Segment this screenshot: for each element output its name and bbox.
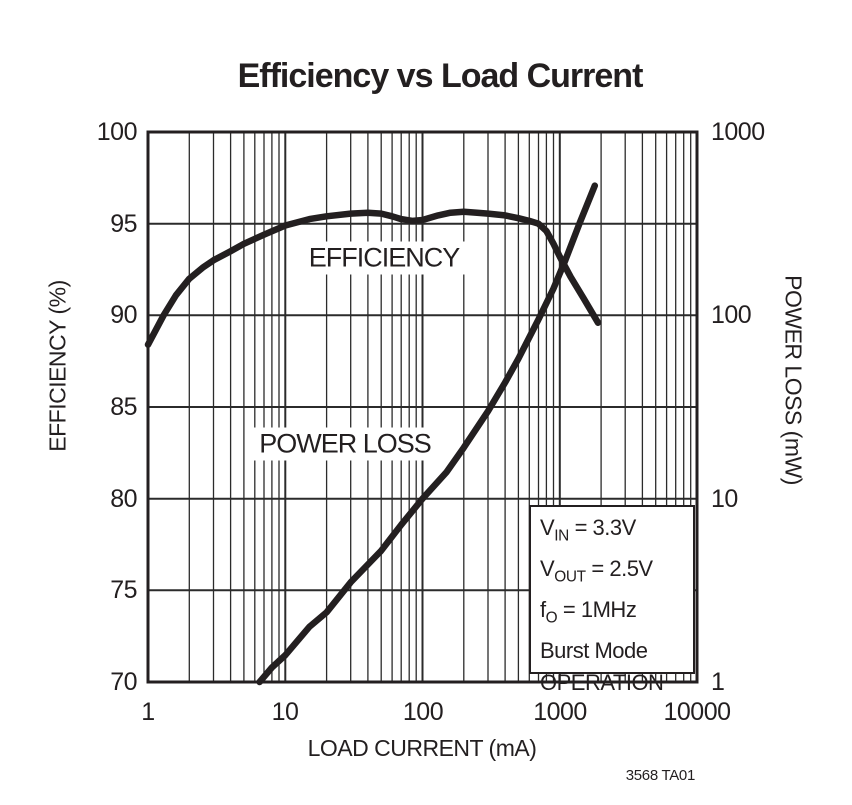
plot-border xyxy=(146,130,699,684)
y-right-tick-label: 1 xyxy=(711,668,725,696)
chart-title: Efficiency vs Load Current xyxy=(237,57,644,95)
y-left-tick-label: 75 xyxy=(110,576,137,604)
annotation-line: fO = 1MHz xyxy=(540,596,637,627)
x-tick-label: 1000 xyxy=(533,698,587,726)
y-left-tick-label: 80 xyxy=(110,485,137,513)
figure-note: 3568 TA01 xyxy=(625,767,696,784)
y-right-tick-label: 1000 xyxy=(711,118,765,146)
y-right-axis-title: POWER LOSS (mW) xyxy=(780,275,807,485)
annotation-line: OPERATION xyxy=(540,670,664,696)
conditions-annotation: VIN = 3.3V VOUT = 2.5V fO = 1MHz Burst Mode… xyxy=(529,505,695,695)
y-right-tick-label: 10 xyxy=(711,485,738,513)
efficiency-curve-label: EFFICIENCY xyxy=(301,241,467,275)
x-tick-label: 10000 xyxy=(663,698,731,726)
x-tick-label: 10 xyxy=(271,698,299,726)
x-axis-title: LOAD CURRENT (mA) xyxy=(307,735,537,761)
y-left-axis-title: EFFICIENCY (%) xyxy=(44,280,71,452)
efficiency-curve xyxy=(144,208,602,348)
y-left-tick-label: 70 xyxy=(110,668,137,696)
x-tick-label: 100 xyxy=(402,698,444,726)
y-left-tick-label: 100 xyxy=(96,118,138,146)
annotation-line: VOUT = 2.5V xyxy=(540,555,653,586)
y-right-tick-label: 100 xyxy=(711,301,752,329)
y-left-tick-label: 90 xyxy=(110,301,137,329)
power-loss-curve xyxy=(256,182,599,686)
y-left-tick-label: 95 xyxy=(110,210,137,238)
y-left-tick-label: 85 xyxy=(110,393,137,421)
annotation-line: Burst Mode xyxy=(540,637,648,663)
power-loss-curve-label: POWER LOSS xyxy=(252,427,438,461)
x-tick-label: 1 xyxy=(141,698,155,726)
annotation-line: VIN = 3.3V xyxy=(540,515,636,545)
